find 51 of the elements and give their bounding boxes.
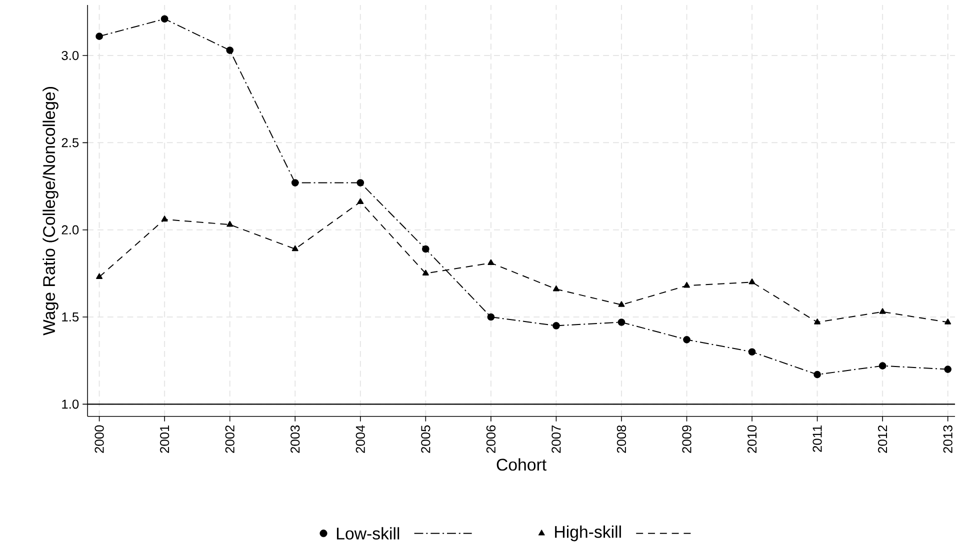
x-tick-label: 2002	[225, 425, 234, 453]
point	[96, 273, 103, 279]
x-tick-label: 2011	[812, 425, 822, 452]
point	[748, 278, 756, 284]
x-tick-label: 2009	[682, 425, 692, 453]
point	[944, 318, 952, 324]
y-tick-label: 3.0	[62, 50, 79, 60]
point	[944, 366, 952, 373]
point	[161, 216, 168, 222]
point	[814, 318, 821, 324]
point	[226, 220, 234, 227]
point	[160, 15, 168, 22]
y-axis-title: Wage Ratio (College/Noncollege)	[42, 86, 58, 336]
point	[487, 313, 495, 321]
point	[96, 32, 103, 40]
point	[552, 322, 560, 330]
x-tick-label: 2000	[94, 425, 104, 453]
point	[422, 245, 430, 253]
y-tick-label: 1.5	[62, 312, 79, 322]
x-tick-label: 2008	[616, 425, 626, 453]
point	[879, 308, 886, 314]
x-tick-label: 2003	[290, 425, 300, 453]
point	[292, 245, 298, 251]
legend-label: High-skill	[555, 525, 621, 542]
x-tick-label: 2006	[486, 425, 496, 453]
point	[422, 270, 429, 276]
point	[814, 370, 821, 378]
x-tick-label: 2004	[356, 425, 365, 453]
x-axis-title: Cohort	[496, 458, 546, 471]
y-tick-label: 2.0	[62, 225, 79, 234]
point	[618, 318, 626, 326]
legend-label: Low-skill	[336, 527, 400, 540]
point	[291, 178, 299, 186]
point	[356, 178, 364, 186]
point	[683, 336, 690, 344]
point	[357, 198, 364, 204]
x-tick-label: 2010	[747, 425, 757, 453]
point	[878, 362, 886, 370]
point	[748, 348, 756, 356]
x-tick-label: 2012	[878, 425, 888, 453]
point	[684, 282, 690, 288]
y-tick-label: 1.0	[62, 399, 79, 409]
y-tick-label: 2.5	[62, 138, 79, 148]
point	[226, 46, 234, 54]
x-tick-label: 2013	[943, 425, 952, 453]
x-tick-label: 2007	[552, 425, 561, 453]
point	[552, 285, 560, 292]
point	[488, 259, 494, 265]
x-tick-label: 2005	[421, 425, 430, 453]
point	[618, 301, 625, 307]
x-tick-label: 2001	[160, 425, 170, 453]
